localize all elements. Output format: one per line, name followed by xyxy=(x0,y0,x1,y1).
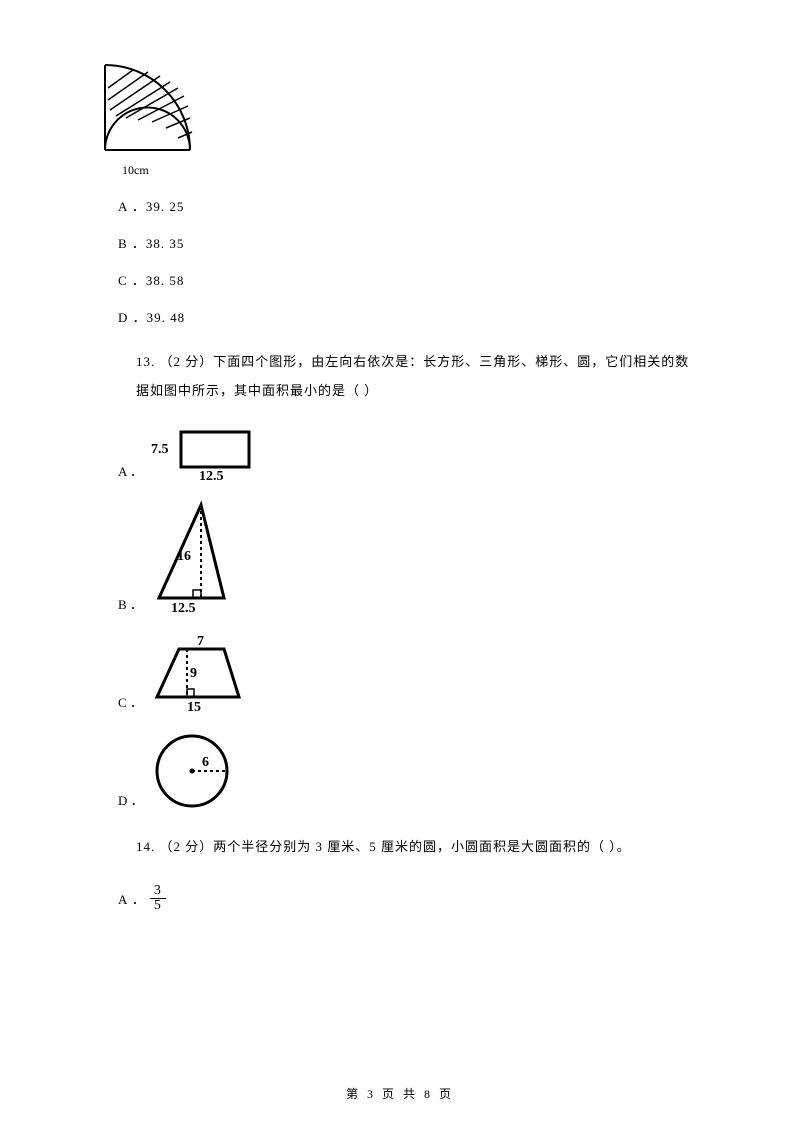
label-10cm: 10cm xyxy=(122,163,700,178)
q14-text: 14. （2 分）两个半径分别为 3 厘米、5 厘米的圆，小圆面积是大圆面积的（… xyxy=(100,833,700,862)
q13-option-a: A ． 7.5 12.5 xyxy=(118,427,700,482)
fraction-three-fifths: 3 5 xyxy=(150,884,166,913)
figure-quarter-semicircle: 10cm xyxy=(100,60,700,178)
q13-d-letter: D ． xyxy=(118,790,144,809)
tri-h-label: 16 xyxy=(177,549,191,564)
q12-option-d: D ．39. 48 xyxy=(100,307,700,326)
q13-text: 13. （2 分）下面四个图形，由左向右依次是：长方形、三角形、梯形、圆，它们相… xyxy=(100,348,700,405)
q12-option-c: C ．38. 58 xyxy=(100,270,700,289)
trapezoid-svg: 7 9 15 xyxy=(149,633,249,713)
q12-option-a: A ．39. 25 xyxy=(100,196,700,215)
q13-option-c: C ． 7 9 15 xyxy=(118,633,700,713)
circle-r-label: 6 xyxy=(202,755,209,770)
quarter-semicircle-svg xyxy=(100,60,195,155)
trap-h-label: 9 xyxy=(190,666,197,681)
tri-b-label: 12.5 xyxy=(171,601,196,615)
rect-w-label: 12.5 xyxy=(199,469,224,482)
page-footer: 第 3 页 共 8 页 xyxy=(0,1085,800,1102)
circle-svg: 6 xyxy=(150,731,235,811)
q13-b-letter: B ． xyxy=(118,594,143,613)
rect-h-label: 7.5 xyxy=(151,442,169,457)
triangle-svg: 16 12.5 xyxy=(149,500,239,615)
fraction-den: 5 xyxy=(150,899,166,913)
fraction-num: 3 xyxy=(150,884,166,899)
trap-top-label: 7 xyxy=(197,634,204,649)
q13-a-letter: A ． xyxy=(118,461,143,480)
q13-c-letter: C ． xyxy=(118,692,143,711)
q14-option-a: A ． 3 5 xyxy=(100,884,700,913)
q14-a-letter: A ． xyxy=(118,889,146,908)
trap-b-label: 15 xyxy=(187,700,201,713)
q12-option-b: B ．38. 35 xyxy=(100,233,700,252)
q13-option-d: D ． 6 xyxy=(118,731,700,811)
q13-option-b: B ． 16 12.5 xyxy=(118,500,700,615)
rectangle-svg: 7.5 12.5 xyxy=(149,427,254,482)
